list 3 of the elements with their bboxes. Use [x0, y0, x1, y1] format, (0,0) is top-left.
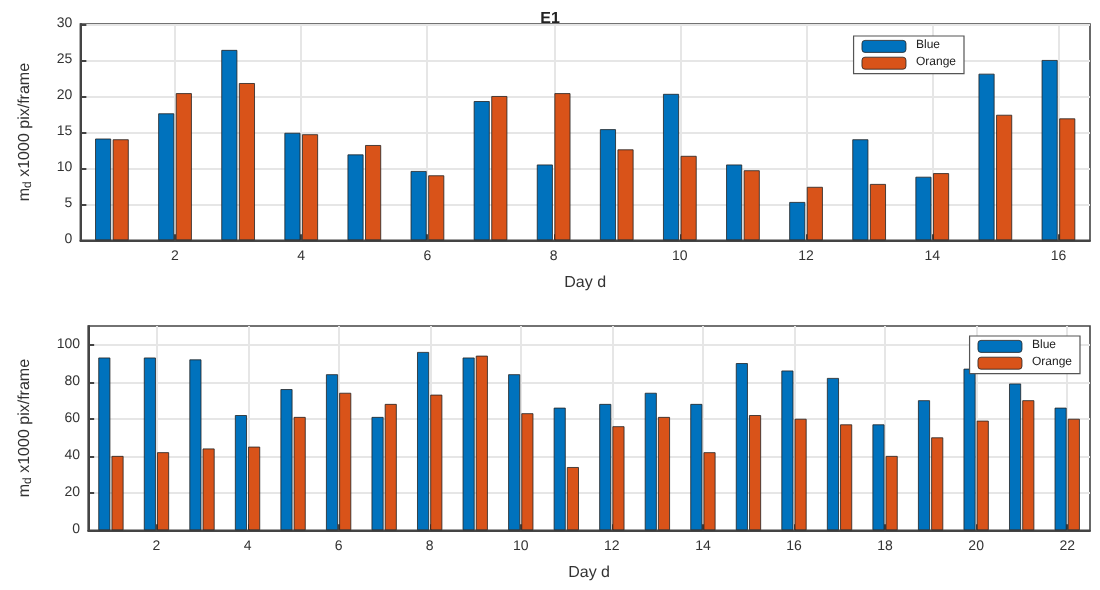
x-axis-title: Day d — [564, 273, 607, 291]
chart-title: E1 — [540, 9, 561, 27]
x-axis-title: Day d — [568, 563, 610, 581]
